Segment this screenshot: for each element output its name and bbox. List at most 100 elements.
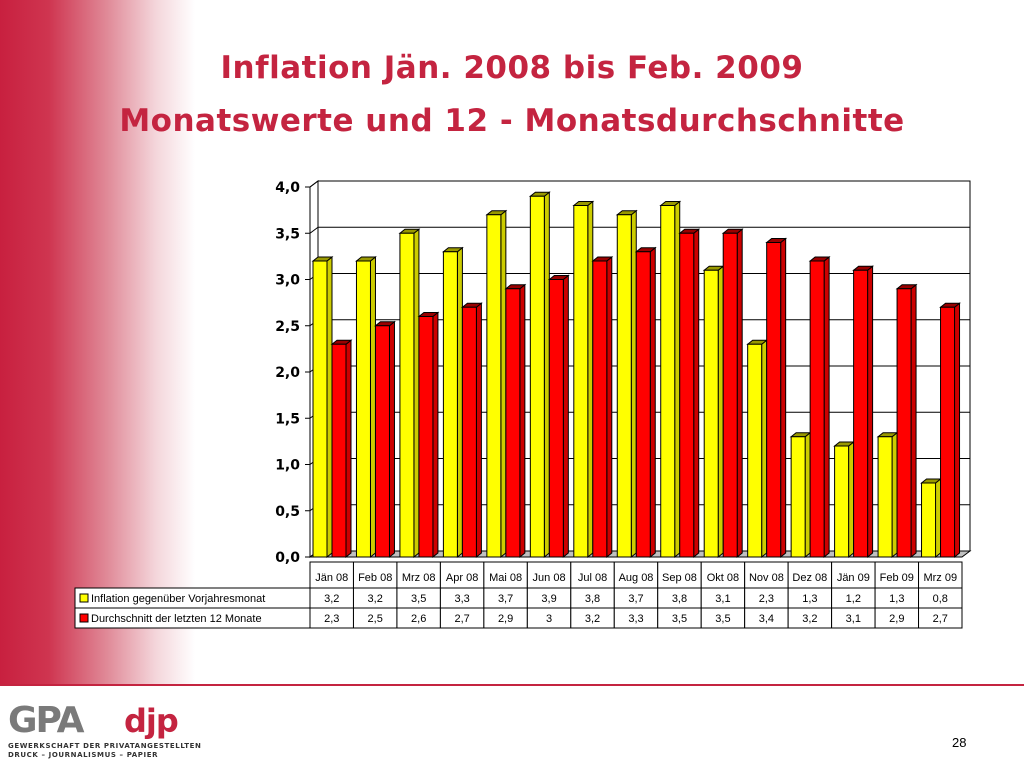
y-tick-label: 0,0 xyxy=(275,550,300,566)
data-label: 2,3 xyxy=(324,613,339,625)
data-label: 3,7 xyxy=(628,593,643,605)
x-category-label: Feb 09 xyxy=(880,572,914,584)
x-category-label: Jun 08 xyxy=(533,572,566,584)
x-category-label: Feb 08 xyxy=(358,572,392,584)
bar-series-1 xyxy=(746,339,769,559)
legend-series-name: Durchschnitt der letzten 12 Monate xyxy=(91,613,262,625)
x-category-label: Nov 08 xyxy=(749,572,784,584)
logo-djp-text: djp xyxy=(124,702,179,740)
data-label: 1,3 xyxy=(889,593,904,605)
table-value-cell xyxy=(918,607,963,629)
data-label: 3,2 xyxy=(368,593,383,605)
y-tick-label: 0,5 xyxy=(275,504,300,520)
bar-series-2 xyxy=(895,283,918,559)
y-tick-label: 3,0 xyxy=(275,273,300,289)
bar-series-1 xyxy=(789,431,812,559)
bar-series-2 xyxy=(634,246,657,559)
bar-series-2 xyxy=(374,320,396,559)
legend-swatch xyxy=(79,613,89,623)
bar-series-1 xyxy=(528,191,551,559)
data-label: 3 xyxy=(546,613,552,625)
bar-series-1 xyxy=(441,246,464,559)
table-header-cell xyxy=(918,561,963,589)
y-tick-label: 1,5 xyxy=(275,411,300,427)
footer-divider xyxy=(0,684,1024,686)
data-label: 2,6 xyxy=(411,613,426,625)
bar-series-2 xyxy=(721,228,744,559)
bar-series-2 xyxy=(460,302,483,559)
bar-series-1 xyxy=(355,255,377,559)
data-label: 3,2 xyxy=(802,613,817,625)
bar-series-2 xyxy=(417,311,440,559)
page-number: 28 xyxy=(952,735,967,750)
legend-series-name: Inflation gegenüber Vorjahresmonat xyxy=(91,593,265,605)
gpa-djp-logo: GPA djp GEWERKSCHAFT DER PRIVATANGESTELL… xyxy=(8,700,201,760)
table-header-cell xyxy=(657,561,702,589)
bar-series-1 xyxy=(876,431,899,559)
data-label: 2,5 xyxy=(368,613,383,625)
x-category-label: Apr 08 xyxy=(446,572,478,584)
data-label: 3,9 xyxy=(541,593,556,605)
data-label: 3,5 xyxy=(715,613,730,625)
slide-title-line-2: Monatswerte und 12 - Monatsdurchschnitte xyxy=(119,103,905,139)
data-label: 2,7 xyxy=(933,613,948,625)
data-label: 2,9 xyxy=(889,613,904,625)
data-label: 3,4 xyxy=(759,613,774,625)
data-label: 3,1 xyxy=(846,613,861,625)
data-label: 3,3 xyxy=(454,593,469,605)
side-gradient-decoration xyxy=(0,0,195,685)
data-label: 1,3 xyxy=(802,593,817,605)
data-label: 1,2 xyxy=(846,593,861,605)
table-header-cell xyxy=(744,561,789,589)
data-label: 3,8 xyxy=(672,593,687,605)
data-label: 2,9 xyxy=(498,613,513,625)
logo-subtitle-2: DRUCK – JOURNALISMUS – PAPIER xyxy=(8,751,159,759)
logo-subtitle-1: GEWERKSCHAFT DER PRIVATANGESTELLTEN xyxy=(8,742,202,750)
bar-series-1 xyxy=(920,477,942,559)
data-label: 2,3 xyxy=(759,593,774,605)
y-tick-label: 2,0 xyxy=(275,365,300,381)
bar-series-1 xyxy=(702,265,725,559)
bar-series-1 xyxy=(572,200,595,559)
x-category-label: Jän 09 xyxy=(837,572,870,584)
bar-series-2 xyxy=(330,339,353,559)
x-category-label: Jän 08 xyxy=(315,572,348,584)
data-label: 3,3 xyxy=(628,613,643,625)
bar-series-1 xyxy=(485,209,508,559)
x-category-label: Dez 08 xyxy=(792,572,827,584)
bar-series-2 xyxy=(504,283,527,559)
x-category-label: Jul 08 xyxy=(578,572,607,584)
bar-series-1 xyxy=(311,255,334,559)
x-category-label: Mrz 09 xyxy=(923,572,957,584)
slide-title-line-1: Inflation Jän. 2008 bis Feb. 2009 xyxy=(220,50,804,86)
data-label: 3,1 xyxy=(715,593,730,605)
data-label: 3,8 xyxy=(585,593,600,605)
gridline-side xyxy=(309,180,319,188)
bar-series-1 xyxy=(833,440,856,559)
x-category-label: Mrz 08 xyxy=(402,572,436,584)
table-header-cell xyxy=(570,561,615,589)
inflation-bar-chart: 0,0 0,5 1,0 1,5 2,0 2,5 3,0 3,5 4,0 Jän 08 Feb 08 M… xyxy=(74,180,972,629)
gridline-side xyxy=(309,226,319,234)
y-tick-label: 2,5 xyxy=(275,319,300,335)
table-header-cell xyxy=(526,561,572,589)
y-tick-label: 3,5 xyxy=(275,226,300,242)
bar-series-2 xyxy=(852,265,875,559)
bar-series-2 xyxy=(547,274,570,559)
data-label: 3,5 xyxy=(411,593,426,605)
y-tick-label: 1,0 xyxy=(275,458,300,474)
bar-series-2 xyxy=(808,255,831,559)
data-label: 3,2 xyxy=(585,613,600,625)
logo-gpa-text: GPA xyxy=(8,700,84,741)
data-label: 0,8 xyxy=(933,593,948,605)
bar-series-2 xyxy=(765,237,788,559)
table-header-cell xyxy=(309,561,354,589)
table-header-cell xyxy=(787,561,833,589)
x-category-label: Aug 08 xyxy=(619,572,654,584)
bar-series-1 xyxy=(398,228,421,559)
bar-series-1 xyxy=(615,209,638,559)
y-tick-label: 4,0 xyxy=(275,180,300,196)
data-label: 3,5 xyxy=(672,613,687,625)
data-label: 3,7 xyxy=(498,593,513,605)
x-category-label: Sep 08 xyxy=(662,572,697,584)
